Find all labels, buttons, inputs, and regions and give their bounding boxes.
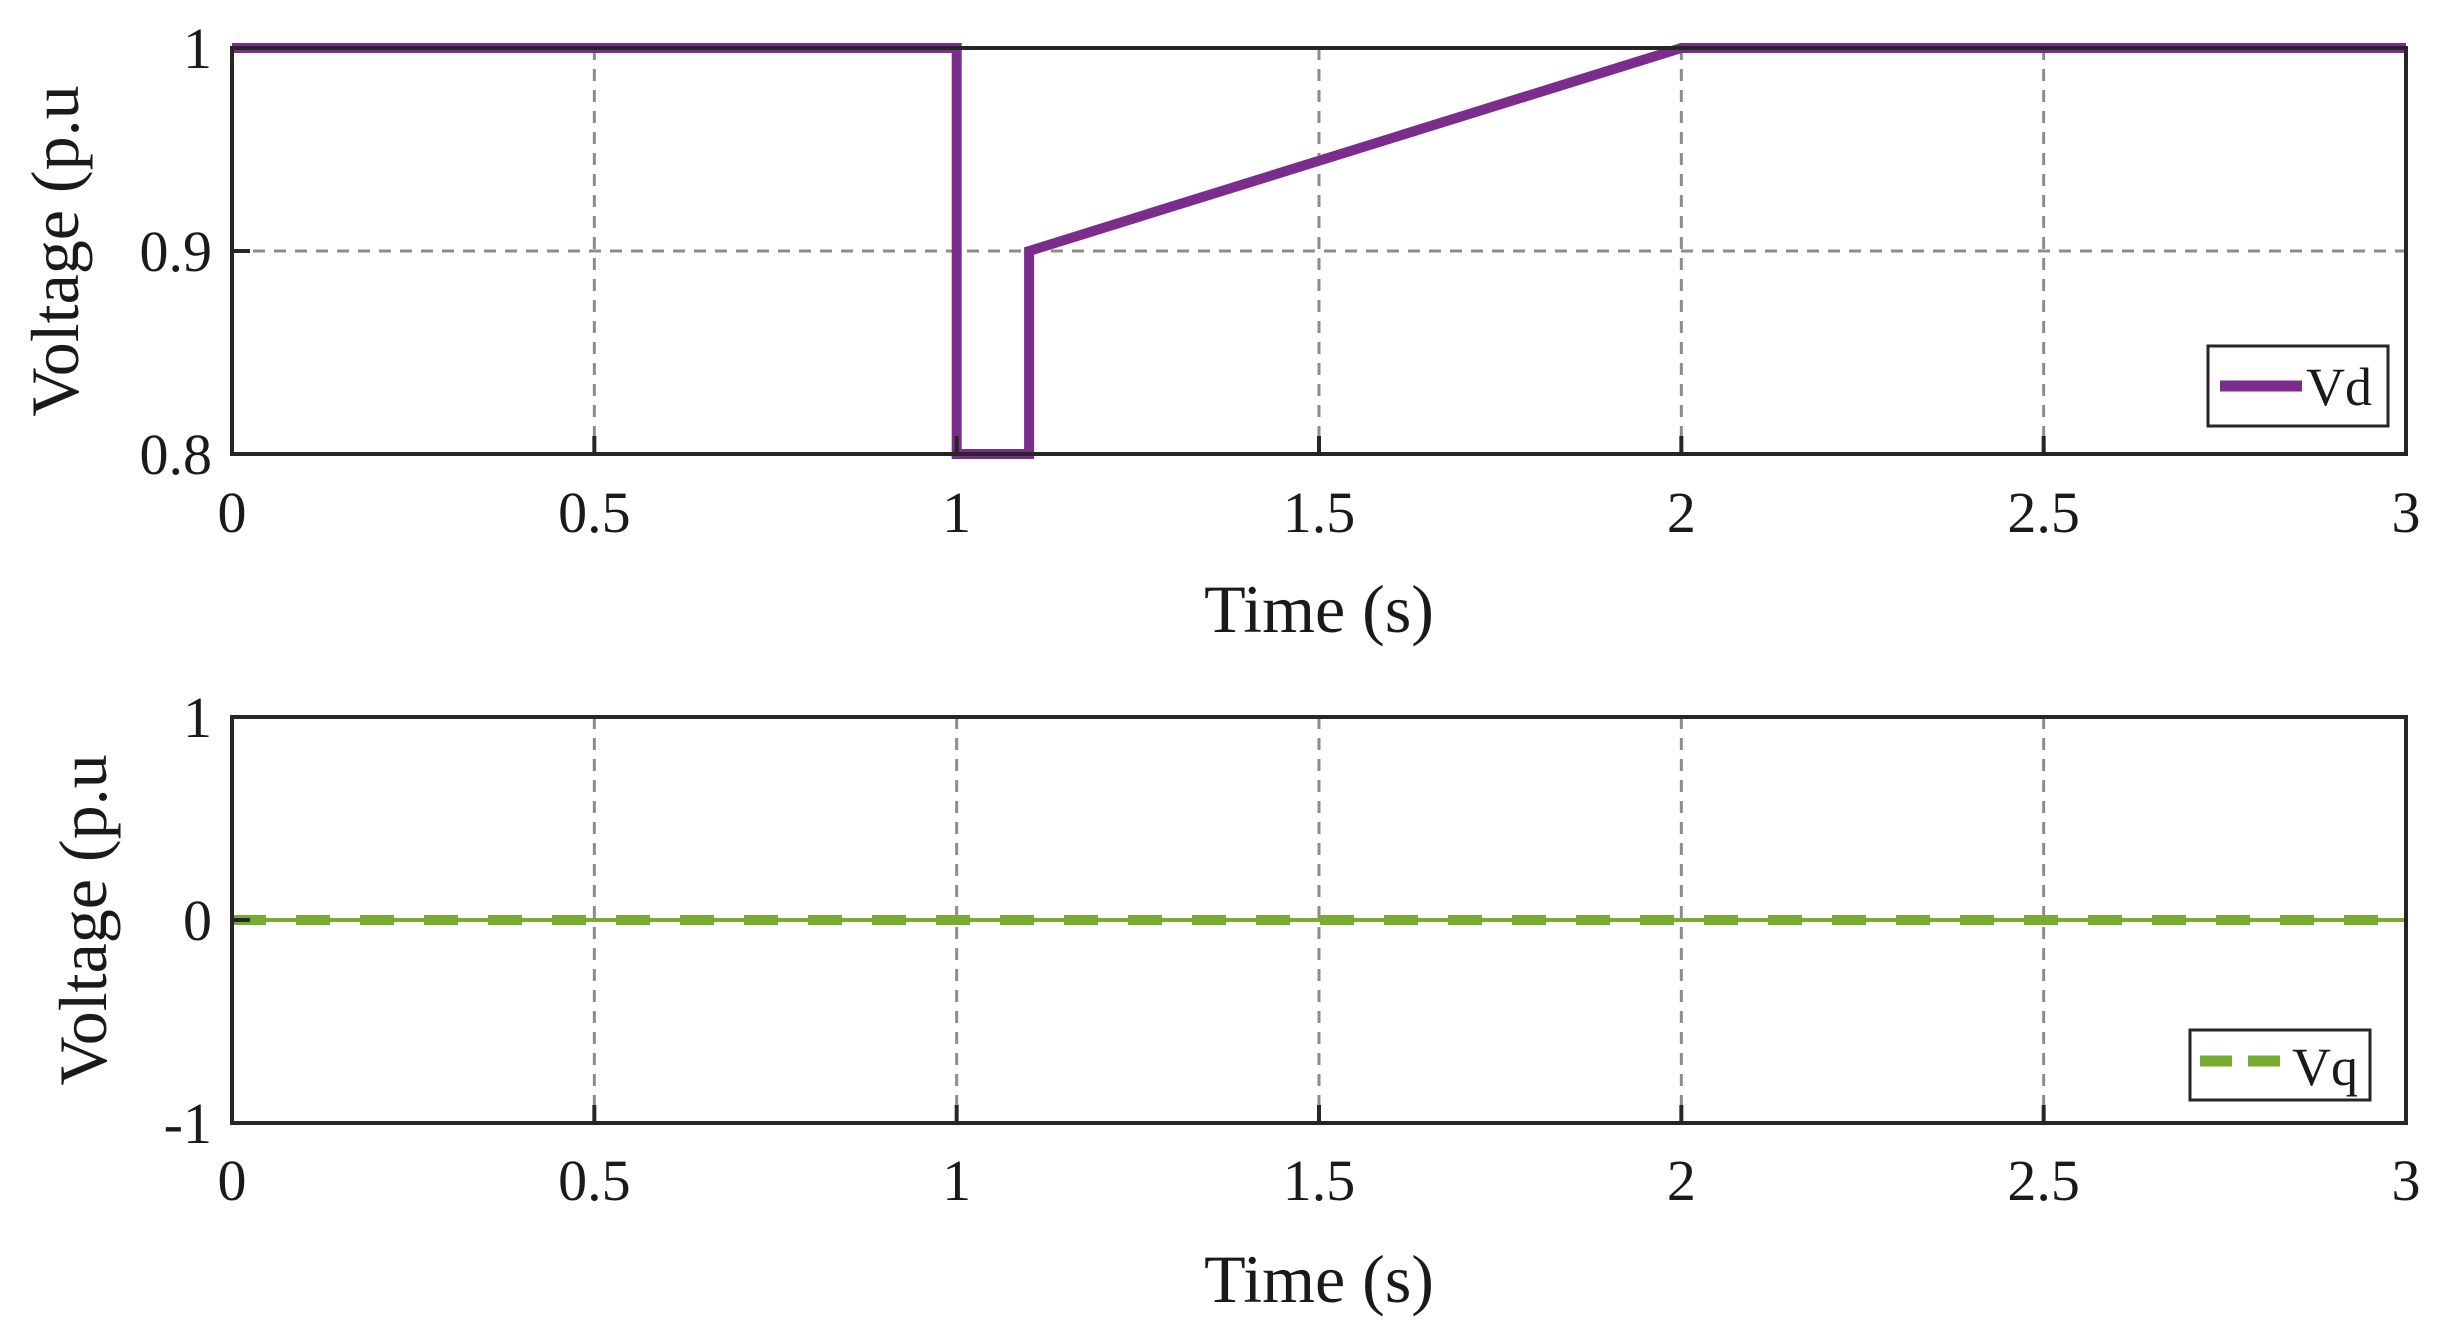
xtick-label-vq-3: 1.5: [1283, 1148, 1356, 1213]
xtick-label-vd-3: 1.5: [1283, 480, 1356, 545]
xtick-label-vq-0: 0: [218, 1148, 247, 1213]
xtick-label-vd-2: 1: [942, 480, 971, 545]
ytick-label-vq-1: 0: [183, 888, 212, 953]
x-axis-label-vd: Time (s): [1204, 571, 1434, 647]
legend-label-vd: Vd: [2306, 357, 2372, 417]
legend-vq: Vq: [2188, 1028, 2372, 1102]
xtick-label-vd-6: 3: [2392, 480, 2421, 545]
ytick-label-vq-2: 1: [183, 685, 212, 750]
yticks-vq: -1 0 1: [164, 685, 250, 1156]
xtick-label-vd-0: 0: [218, 480, 247, 545]
xtick-label-vq-4: 2: [1667, 1148, 1696, 1213]
legend-label-vq: Vq: [2292, 1037, 2358, 1097]
xtick-label-vq-6: 3: [2392, 1148, 2421, 1213]
ytick-label-vd-1: 0.9: [140, 219, 213, 284]
ytick-label-vd-2: 1: [183, 16, 212, 81]
y-axis-label-vq: Voltage (p.u: [45, 754, 121, 1085]
ytick-label-vd-0: 0.8: [140, 422, 213, 487]
xtick-label-vd-1: 0.5: [558, 480, 631, 545]
y-axis-label-vd: Voltage (p.u: [17, 85, 93, 416]
xticks-vq: 0 0.5 1 1.5 2 2.5 3: [218, 1105, 2421, 1213]
xtick-label-vq-5: 2.5: [2007, 1148, 2080, 1213]
legend-vd: Vd: [2206, 344, 2390, 428]
ytick-label-vq-0: -1: [164, 1091, 212, 1156]
xticks-vd: 0 0.5 1 1.5 2 2.5 3: [218, 436, 2421, 545]
subplot-vd: 0 0.5 1 1.5 2 2.5 3 0.8 0.9 1 Time (s) Voltage (…: [17, 16, 2421, 647]
xtick-label-vd-5: 2.5: [2007, 480, 2080, 545]
xtick-label-vd-4: 2: [1667, 480, 1696, 545]
xtick-label-vq-1: 0.5: [558, 1148, 631, 1213]
x-axis-label-vq: Time (s): [1204, 1241, 1434, 1317]
subplot-vq: 0 0.5 1 1.5 2 2.5 3 -101 Time (s) Voltage (p.u…: [45, 685, 2421, 1317]
xtick-label-vq-2: 1: [942, 1148, 971, 1213]
yticks-vd: 0.8 0.9 1: [140, 16, 250, 487]
